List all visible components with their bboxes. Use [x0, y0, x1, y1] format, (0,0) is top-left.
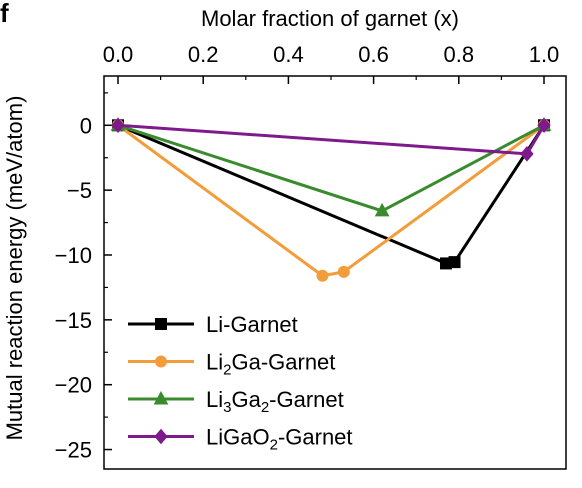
- x-tick-label: 0.0: [103, 42, 134, 67]
- label-part: Ga: [231, 387, 261, 412]
- x-tick-label: 0.8: [444, 42, 475, 67]
- data-point: [316, 269, 329, 282]
- legend-item: Li2Ga-Garnet: [128, 350, 335, 379]
- x-axis-title: Molar fraction of garnet (x): [201, 6, 459, 31]
- series-line: [117, 123, 546, 156]
- y-tick-label: 0: [80, 113, 92, 138]
- x-tick-label: 1.0: [529, 42, 560, 67]
- subscript: 3: [223, 399, 231, 416]
- legend-label: Li3Ga2-Garnet: [206, 387, 344, 416]
- legend-marker: [155, 355, 167, 368]
- label-part: Li-Garnet: [206, 312, 298, 337]
- label-part: Ga-Garnet: [231, 350, 335, 375]
- subscript: 2: [223, 362, 231, 379]
- x-tick-label: 0.2: [188, 42, 219, 67]
- data-point: [111, 117, 125, 134]
- data-point: [337, 265, 350, 278]
- subscript: 2: [261, 399, 269, 416]
- y-tick-label: −25: [55, 438, 92, 463]
- label-part: LiGaO: [206, 425, 270, 450]
- data-point: [374, 202, 390, 217]
- data-point: [520, 146, 534, 162]
- y-tick-label: −10: [55, 243, 92, 268]
- legend-label: LiGaO2-Garnet: [206, 425, 353, 454]
- plot-frame: [103, 75, 567, 470]
- label-part: Li: [206, 350, 223, 375]
- y-tick-label: −20: [55, 373, 92, 398]
- series-line: [117, 123, 545, 213]
- subscript: 2: [270, 437, 278, 454]
- legend-marker: [155, 318, 167, 330]
- y-tick-label: −5: [67, 178, 92, 203]
- series-layer: [110, 117, 552, 282]
- series-line: [117, 124, 545, 278]
- legend-marker: [154, 428, 168, 445]
- series-ligao2-garnet: [111, 117, 551, 162]
- x-tick-label: 0.6: [358, 42, 389, 67]
- legend-item: Li3Ga2-Garnet: [128, 387, 344, 416]
- legend-marker: [153, 390, 169, 405]
- x-tick-label: 0.4: [273, 42, 304, 67]
- y-tick-label: −15: [55, 308, 92, 333]
- label-part: Li: [206, 387, 223, 412]
- data-point: [537, 117, 551, 134]
- legend-label: Li2Ga-Garnet: [206, 350, 335, 379]
- axis-ticks: 0.0 0.2 0.4 0.6 0.8 1.0 0 −5 −10 −15 −20 −25: [55, 42, 560, 463]
- y-axis-title: Mutual reaction energy (meV/atom): [2, 96, 27, 441]
- legend-item: LiGaO2-Garnet: [128, 425, 353, 454]
- legend: Li-GarnetLi2Ga-GarnetLi3Ga2-GarnetLiGaO2…: [128, 312, 353, 454]
- label-part: -Garnet: [269, 387, 344, 412]
- panel-letter: f: [0, 0, 9, 28]
- legend-label: Li-Garnet: [206, 312, 298, 337]
- data-point: [448, 256, 461, 269]
- label-part: -Garnet: [278, 425, 353, 450]
- legend-item: Li-Garnet: [128, 312, 298, 337]
